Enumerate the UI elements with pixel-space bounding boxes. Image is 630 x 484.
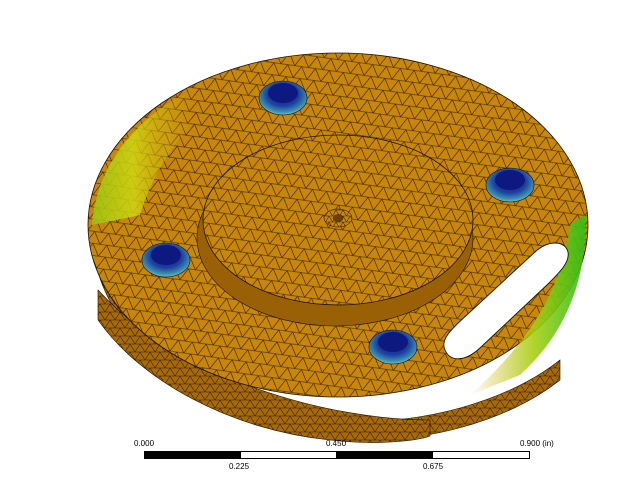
slot-cutout	[443, 242, 569, 360]
stress-region-left	[92, 88, 195, 225]
bolt-right	[485, 167, 535, 203]
bolt-left	[141, 242, 191, 278]
stress-region-right	[470, 215, 586, 395]
bolt-bottom	[368, 329, 418, 365]
bolt-top	[258, 80, 308, 116]
